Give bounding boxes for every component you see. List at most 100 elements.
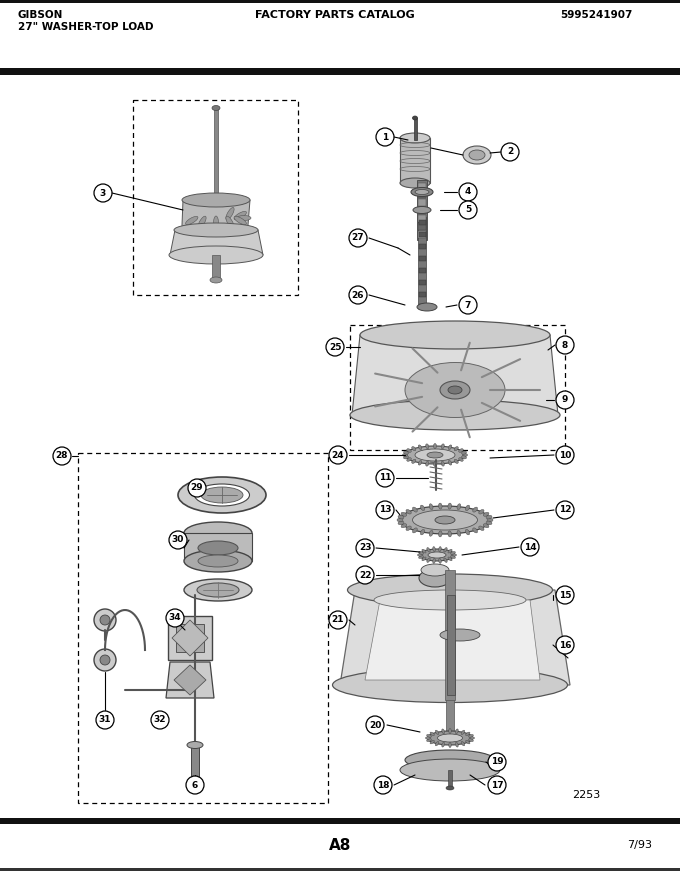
Ellipse shape: [413, 207, 431, 214]
Bar: [400, 138, 430, 183]
Ellipse shape: [452, 554, 456, 556]
Circle shape: [459, 201, 477, 219]
Bar: [447, 595, 455, 695]
Circle shape: [556, 391, 574, 409]
Ellipse shape: [427, 558, 430, 562]
Circle shape: [53, 447, 71, 465]
Ellipse shape: [465, 530, 470, 535]
Ellipse shape: [400, 178, 430, 188]
Ellipse shape: [448, 503, 452, 509]
Text: 10: 10: [559, 451, 571, 459]
Ellipse shape: [426, 738, 432, 742]
Text: 2253: 2253: [572, 790, 600, 800]
Bar: [418, 268, 426, 273]
Circle shape: [169, 531, 187, 549]
Circle shape: [459, 296, 477, 314]
Ellipse shape: [448, 460, 452, 466]
Text: 18: 18: [377, 781, 389, 789]
Circle shape: [329, 611, 347, 629]
Bar: [418, 183, 426, 190]
Ellipse shape: [201, 487, 243, 503]
Ellipse shape: [426, 444, 429, 449]
Bar: [0, 0, 680, 3]
Ellipse shape: [210, 277, 222, 283]
Ellipse shape: [430, 732, 435, 736]
Bar: [0, 818, 680, 824]
Ellipse shape: [487, 518, 493, 522]
Ellipse shape: [403, 456, 409, 458]
Circle shape: [556, 586, 574, 604]
Ellipse shape: [448, 549, 452, 553]
Bar: [214, 108, 218, 218]
Ellipse shape: [198, 541, 238, 555]
Text: 8: 8: [562, 341, 568, 349]
Ellipse shape: [449, 743, 452, 747]
Text: 20: 20: [369, 721, 381, 730]
Ellipse shape: [429, 531, 433, 536]
Ellipse shape: [435, 742, 439, 746]
Text: 27: 27: [352, 233, 364, 243]
Text: MODELS:: MODELS:: [12, 79, 62, 89]
Text: 15: 15: [559, 590, 571, 599]
Ellipse shape: [419, 569, 451, 587]
Text: 27" WASHER-TOP LOAD: 27" WASHER-TOP LOAD: [18, 22, 154, 32]
Text: 11: 11: [379, 473, 391, 482]
Text: A8: A8: [329, 838, 351, 853]
Text: FACTORY PARTS CATALOG: FACTORY PARTS CATALOG: [255, 10, 415, 20]
Ellipse shape: [465, 505, 470, 510]
Text: 19: 19: [491, 758, 503, 766]
Ellipse shape: [100, 655, 110, 665]
Ellipse shape: [439, 503, 442, 509]
Ellipse shape: [428, 552, 446, 558]
Text: 5995241907: 5995241907: [560, 10, 632, 20]
Ellipse shape: [483, 524, 489, 528]
Text: 25: 25: [328, 342, 341, 351]
Ellipse shape: [440, 629, 480, 641]
Ellipse shape: [479, 526, 484, 531]
Ellipse shape: [419, 555, 424, 559]
Ellipse shape: [405, 446, 465, 464]
Text: 7/93: 7/93: [628, 840, 653, 850]
Ellipse shape: [405, 750, 495, 770]
Ellipse shape: [451, 555, 456, 559]
Polygon shape: [172, 620, 208, 656]
Ellipse shape: [420, 549, 454, 561]
Bar: [418, 223, 426, 230]
Ellipse shape: [237, 216, 251, 221]
Text: 7: 7: [465, 300, 471, 310]
Bar: [176, 624, 204, 652]
Polygon shape: [182, 200, 250, 235]
Ellipse shape: [459, 449, 463, 452]
Circle shape: [376, 501, 394, 519]
Circle shape: [356, 566, 374, 584]
Ellipse shape: [439, 531, 442, 537]
Ellipse shape: [466, 732, 470, 736]
Text: 1: 1: [382, 133, 388, 142]
Ellipse shape: [178, 477, 266, 513]
Bar: [418, 215, 426, 222]
Ellipse shape: [403, 453, 407, 457]
Ellipse shape: [430, 740, 435, 744]
Ellipse shape: [174, 223, 258, 237]
Bar: [448, 770, 452, 788]
Text: 22: 22: [359, 570, 371, 580]
Ellipse shape: [435, 516, 455, 524]
Ellipse shape: [214, 216, 218, 230]
Ellipse shape: [437, 734, 462, 742]
Ellipse shape: [435, 730, 439, 735]
Bar: [418, 304, 426, 309]
Ellipse shape: [415, 449, 455, 461]
Ellipse shape: [397, 518, 403, 522]
Ellipse shape: [420, 530, 424, 535]
Text: 24: 24: [332, 451, 344, 459]
Ellipse shape: [427, 452, 443, 458]
Ellipse shape: [454, 446, 458, 451]
Circle shape: [459, 183, 477, 201]
Circle shape: [556, 336, 574, 354]
Ellipse shape: [454, 459, 458, 464]
Ellipse shape: [400, 759, 500, 781]
Ellipse shape: [398, 521, 404, 524]
Ellipse shape: [473, 507, 477, 512]
Bar: [418, 232, 426, 237]
Ellipse shape: [347, 574, 552, 606]
